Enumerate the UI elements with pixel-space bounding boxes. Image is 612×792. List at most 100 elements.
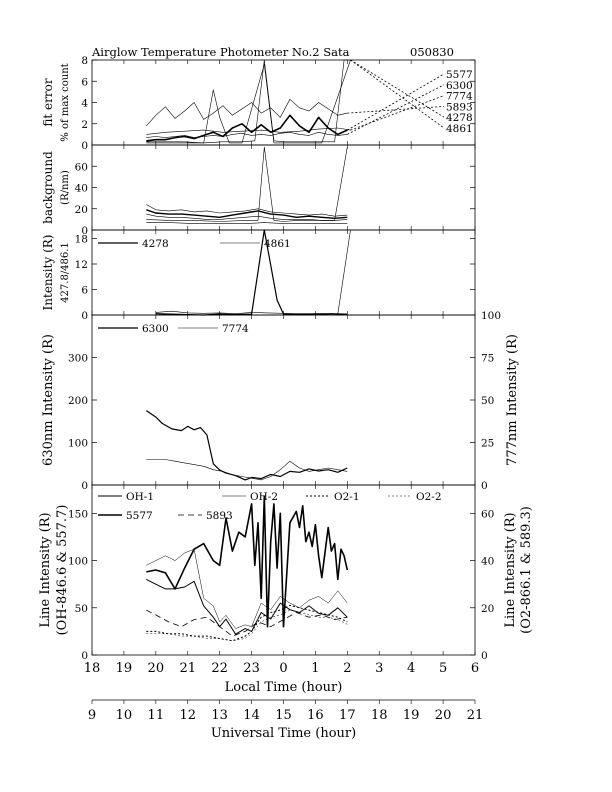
y-axis-label: % of max count (60, 63, 71, 141)
legend-label: OH-1 (126, 491, 154, 503)
legend-label: 4278 (446, 112, 473, 124)
y-tick-label: 0 (81, 310, 88, 322)
y-tick-label: 20 (75, 204, 88, 216)
y-tick-label: 2 (81, 119, 88, 131)
x2-tick-label: 18 (371, 708, 388, 723)
legend-label: 5577 (126, 510, 153, 522)
y2-axis-label: 777nm Intensity (R) (505, 334, 520, 466)
x-tick-label: 18 (84, 661, 101, 676)
series-line-7774 (146, 459, 348, 481)
legend-label: 4861 (446, 123, 473, 135)
x2-tick-label: 17 (339, 708, 356, 723)
x2-tick-label: 20 (435, 708, 452, 723)
y2-tick-label: 20 (481, 603, 494, 615)
legend-label: 5893 (446, 101, 473, 113)
x-tick-label: 2 (343, 661, 351, 676)
series-line-5893 (146, 609, 348, 637)
y-axis-label: 630nm Intensity (R) (41, 334, 56, 466)
y2-tick-label: 100 (481, 310, 501, 322)
x-tick-label: 5 (439, 661, 447, 676)
y-axis-label: (OH-846.6 & 557.7) (55, 505, 70, 636)
x-tick-label: 21 (179, 661, 196, 676)
legend-leader (347, 73, 445, 131)
x-axis-label: Local Time (hour) (225, 680, 343, 695)
panel-frame-background (91, 144, 476, 231)
y-tick-label: 0 (81, 480, 88, 492)
y2-tick-label: 40 (481, 556, 494, 568)
series-line-6300 (146, 132, 348, 138)
legend-label: 7774 (446, 91, 473, 103)
x2-tick-label: 19 (403, 708, 420, 723)
y-axis-label: Line Intensity (R) (38, 512, 53, 627)
x-tick-label: 4 (407, 661, 415, 676)
y-axis-label: (R/nm) (60, 170, 71, 205)
y-tick-label: 300 (68, 353, 88, 365)
series-line-background-3 (146, 146, 348, 222)
y-tick-label: 12 (75, 259, 88, 271)
series-line-4861 (146, 59, 351, 144)
series-line-O2-2 (146, 609, 348, 642)
series-line-5577 (146, 114, 348, 142)
legend-leader (347, 106, 445, 114)
legend-leader (350, 95, 445, 131)
legend-label: O2-1 (334, 491, 360, 503)
y2-tick-label: 50 (481, 395, 494, 407)
legend-label: O2-2 (416, 491, 442, 503)
x2-axis-label: Universal Time (hour) (211, 726, 356, 741)
x-tick-label: 22 (211, 661, 228, 676)
series-line-4278 (146, 59, 351, 144)
x-tick-label: 23 (243, 661, 260, 676)
series-line-6300 (145, 410, 348, 481)
legend-label: 6300 (446, 80, 473, 92)
chart-date: 050830 (410, 45, 454, 59)
series-line-background-2 (146, 213, 348, 221)
y-tick-label: 0 (81, 650, 88, 662)
legend-label: 5893 (206, 510, 233, 522)
x-tick-label: 0 (279, 661, 287, 676)
y-tick-label: 50 (75, 603, 88, 615)
legend-label: 4861 (264, 238, 291, 250)
legend-label: OH-2 (250, 491, 278, 503)
y2-axis-label: Line Intensity (R) (503, 512, 518, 627)
y-tick-label: 18 (75, 234, 88, 246)
x2-tick-label: 10 (116, 708, 133, 723)
y2-axis-label: (O2-866.1 & 589.3) (519, 506, 534, 634)
legend-label: 6300 (142, 323, 169, 335)
x2-tick-label: 16 (307, 708, 324, 723)
y-tick-label: 100 (68, 556, 88, 568)
x2-tick-label: 9 (88, 708, 96, 723)
x2-tick-label: 13 (211, 708, 228, 723)
y-axis-label: fit error (41, 78, 55, 126)
series-line-7774 (146, 127, 351, 135)
series-line-OH-2 (146, 548, 348, 629)
y-tick-label: 60 (75, 161, 88, 173)
y2-tick-label: 0 (481, 480, 488, 492)
x2-tick-label: 12 (179, 708, 196, 723)
y-tick-label: 100 (68, 438, 88, 450)
x-tick-label: 20 (148, 661, 165, 676)
y-tick-label: 6 (81, 76, 88, 88)
legend-label: 4278 (142, 238, 169, 250)
series-line-4861 (155, 229, 351, 315)
y-tick-label: 150 (68, 508, 88, 520)
y-tick-label: 4 (81, 98, 88, 110)
y-axis-label: 427.8/486.1 (60, 242, 71, 303)
legend-leader (350, 59, 445, 129)
series-line-O2-1 (146, 604, 348, 642)
y-tick-label: 8 (81, 55, 88, 67)
x-tick-label: 19 (116, 661, 133, 676)
series-line-background-4 (146, 222, 348, 224)
x2-tick-label: 15 (275, 708, 292, 723)
legend-label: 7774 (222, 323, 249, 335)
series-line-5893 (146, 99, 348, 127)
y-tick-label: 200 (68, 395, 88, 407)
legend-label: 5577 (446, 69, 473, 81)
x-tick-label: 3 (375, 661, 383, 676)
y2-tick-label: 25 (481, 438, 494, 450)
x-tick-label: 6 (471, 661, 479, 676)
y2-tick-label: 75 (481, 353, 494, 365)
y-tick-label: 0 (81, 140, 88, 152)
y-axis-label: background (41, 151, 55, 224)
series-line-OH-1 (146, 578, 348, 635)
